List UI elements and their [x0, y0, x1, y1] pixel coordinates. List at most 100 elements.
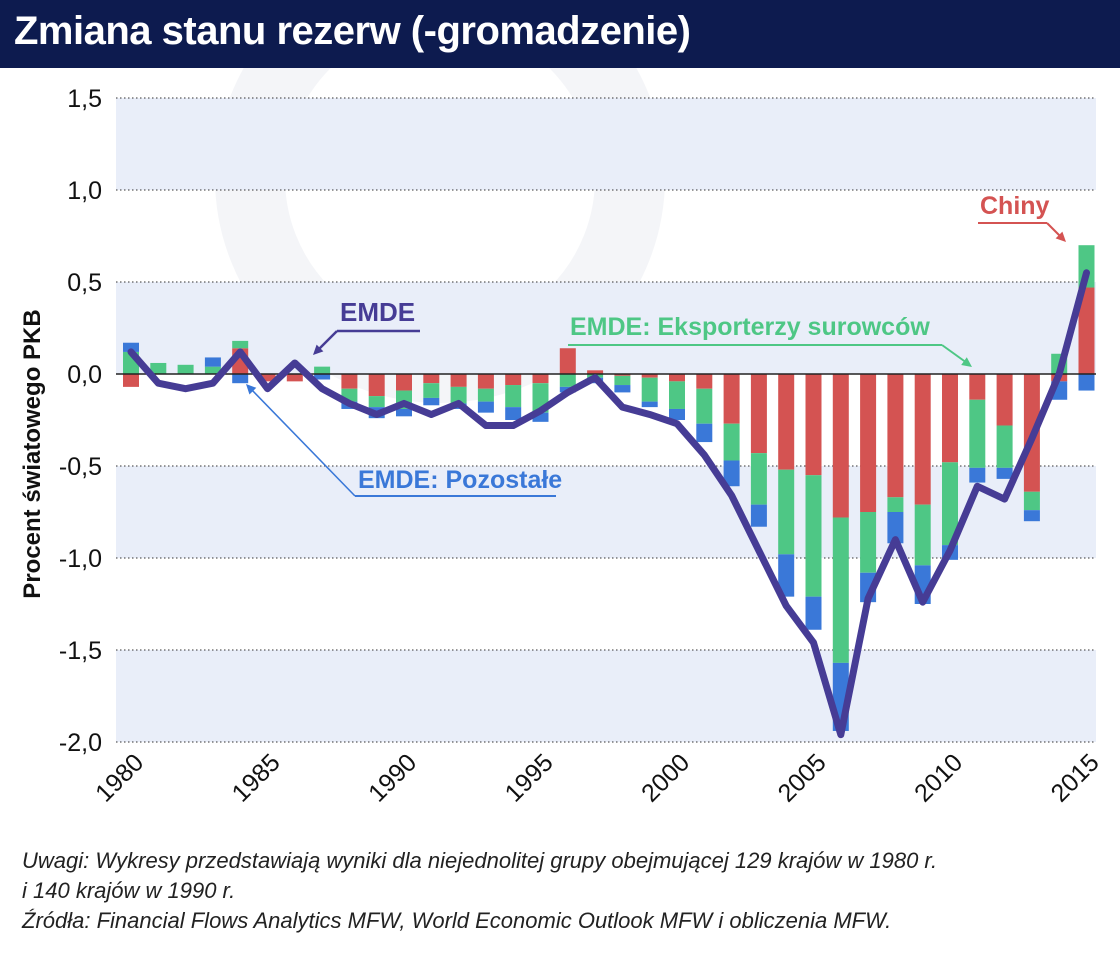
y-axis-label: Procent światowego PKB — [19, 309, 46, 598]
bar-chiny-2005 — [805, 374, 822, 476]
bar-eksporterzy-1987 — [314, 366, 331, 374]
bar-pozostale-1990 — [396, 408, 412, 417]
bar-eksporterzy-2012 — [996, 425, 1013, 468]
bar-pozostale-2003 — [750, 504, 767, 527]
bar-chiny-1989 — [368, 374, 385, 397]
bar-chiny-1997 — [587, 370, 604, 374]
bar-pozostale-2011 — [969, 467, 986, 483]
bar-pozostale-2000 — [669, 408, 685, 420]
bar-pozostale-2002 — [723, 460, 740, 487]
gridlines — [116, 97, 1096, 743]
y-tick-label: -1,5 — [59, 637, 102, 665]
bar-chiny-2011 — [969, 374, 986, 400]
bar-chiny-2003 — [750, 374, 767, 454]
bar-eksporterzy-2009 — [914, 504, 931, 566]
title-bar: Zmiana stanu rezerw (-gromadzenie) — [0, 0, 1120, 68]
bar-pozostale-1984 — [232, 374, 249, 384]
bar-pozostale-1991 — [423, 397, 440, 406]
x-tick-label: 2005 — [773, 748, 832, 807]
emde-leader — [317, 330, 338, 351]
bar-eksporterzy-1994 — [505, 385, 522, 408]
emde-series-line — [127, 269, 1090, 739]
x-tick-label: 2010 — [909, 748, 968, 807]
annotations: Chiny EMDE EMDE: Eksporterzy surowców EM… — [246, 192, 1066, 497]
grid-band — [116, 98, 1096, 190]
bar-pozostale-1980 — [123, 342, 139, 352]
pozostale-arrowhead — [246, 384, 257, 395]
bar-chiny-1998 — [614, 374, 631, 376]
bar-chiny-2001 — [696, 374, 713, 389]
x-axis-ticks: 1980 1985 1990 1995 2000 2005 2010 2015 — [90, 748, 1105, 807]
bar-chiny-1990 — [396, 374, 412, 391]
emde-arrowhead — [313, 344, 324, 355]
bar-chiny-2007 — [860, 374, 877, 512]
bar-chiny-1996 — [559, 348, 576, 374]
bar-chiny-2015 — [1078, 287, 1095, 374]
x-tick-label: 2000 — [636, 748, 695, 807]
bar-pozostale-2012 — [996, 467, 1013, 479]
bar-eksporterzy-2004 — [778, 469, 795, 555]
bar-pozostale-2005 — [805, 596, 822, 630]
bar-pozostale-1999 — [641, 401, 658, 408]
bar-eksporterzy-2001 — [696, 388, 713, 424]
y-tick-label: 0,0 — [67, 361, 102, 389]
grid-band — [116, 650, 1096, 742]
x-tick-label: 1985 — [227, 748, 286, 807]
bar-chiny-1992 — [450, 374, 467, 387]
bar-chiny-1991 — [423, 374, 440, 384]
bar-pozostale-1994 — [505, 407, 522, 420]
grid-bands — [116, 98, 1096, 742]
bar-eksporterzy-2008 — [887, 497, 904, 512]
bar-chiny-2006 — [832, 374, 849, 518]
bar-eksporterzy-2013 — [1023, 491, 1040, 511]
bar-pozostale-2015 — [1078, 374, 1095, 391]
bar-chiny-2009 — [914, 374, 931, 505]
bar-chiny-2010 — [942, 374, 958, 463]
bar-chiny-1994 — [505, 374, 522, 386]
bar-pozostale-1987 — [314, 374, 331, 380]
bar-eksporterzy-1993 — [477, 388, 494, 402]
bar-eksporterzy-2000 — [669, 381, 685, 409]
bar-eksporterzy-1989 — [368, 396, 385, 408]
bar-eksporterzy-1996 — [559, 374, 576, 387]
chiny-arrowhead — [1055, 231, 1066, 242]
y-tick-label: 0,5 — [67, 269, 102, 297]
pozostale-label: EMDE: Pozostałe — [358, 466, 562, 494]
notes-block: Uwagi: Wykresy przedstawiają wyniki dla … — [22, 846, 1102, 936]
bar-eksporterzy-1991 — [423, 383, 440, 398]
y-tick-label: 1,5 — [67, 85, 102, 113]
y-tick-label: 1,0 — [67, 177, 102, 205]
bar-chiny-2008 — [887, 374, 904, 498]
bar-pozostale-1983 — [204, 357, 221, 367]
grid-band — [116, 282, 1096, 374]
bar-chiny-1980 — [123, 374, 139, 387]
bar-pozostale-2004 — [778, 554, 795, 597]
x-tick-label: 1980 — [90, 748, 149, 807]
x-tick-label: 1990 — [363, 748, 422, 807]
bar-eksporterzy-1983 — [204, 366, 221, 374]
bar-eksporterzy-2006 — [832, 517, 849, 663]
y-axis-ticks: 1,5 1,0 0,5 0,0 -0,5 -1,0 -1,5 -2,0 — [59, 85, 102, 757]
bar-eksporterzy-2010 — [942, 462, 958, 546]
bar-eksporterzy-1981 — [150, 362, 167, 374]
bar-eksporterzy-2007 — [860, 512, 877, 573]
bar-chiny-2004 — [778, 374, 795, 470]
x-tick-label: 2015 — [1046, 748, 1105, 807]
grid-band — [116, 466, 1096, 558]
eksporterzy-label: EMDE: Eksporterzy surowców — [570, 313, 930, 341]
bar-pozostale-1995 — [532, 412, 549, 422]
sources-line: Źródła: Financial Flows Analytics MFW, W… — [22, 908, 892, 933]
notes-line-1: Uwagi: Wykresy przedstawiają wyniki dla … — [22, 848, 938, 873]
bar-chiny-1999 — [641, 374, 658, 378]
eksporterzy-leader — [941, 344, 968, 364]
emde-line — [127, 269, 1090, 739]
bar-chiny-1988 — [341, 374, 358, 389]
bar-eksporterzy-1998 — [614, 375, 631, 386]
y-tick-label: -1,0 — [59, 545, 102, 573]
y-tick-label: -2,0 — [59, 729, 102, 757]
bar-eksporterzy-1999 — [641, 377, 658, 402]
bar-pozostale-1998 — [614, 385, 631, 393]
emde-label: EMDE — [340, 297, 415, 327]
bar-chiny-1986 — [286, 374, 303, 382]
bar-chiny-1993 — [477, 374, 494, 389]
